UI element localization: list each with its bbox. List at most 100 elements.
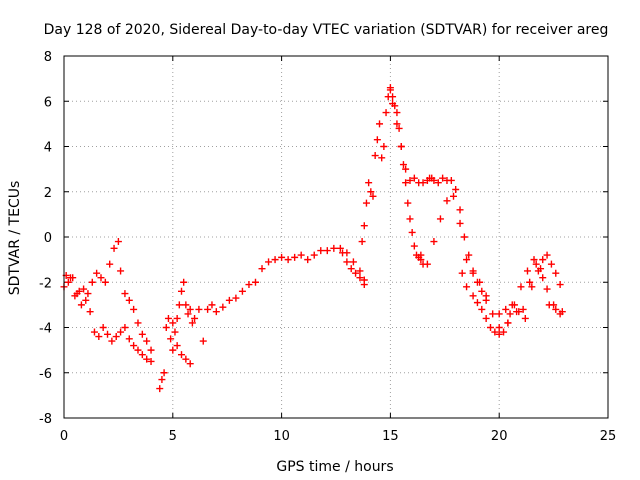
data-point (373, 136, 381, 144)
data-point (465, 251, 473, 259)
data-point (500, 328, 508, 336)
series-fall (458, 269, 512, 338)
x-tick-label: 20 (491, 429, 508, 444)
data-point (304, 256, 312, 264)
data-point (134, 319, 142, 327)
data-point (519, 305, 527, 313)
series-rise-lower (339, 249, 368, 289)
data-point (530, 256, 538, 264)
data-point (219, 303, 227, 311)
data-point (539, 274, 547, 282)
data-point (426, 174, 434, 182)
data-point (506, 310, 514, 318)
data-point (77, 301, 85, 309)
data-point (528, 283, 536, 291)
data-point (389, 100, 397, 108)
data-point (138, 330, 146, 338)
data-point (463, 256, 471, 264)
data-point (104, 330, 112, 338)
y-tick-label: 0 (44, 231, 52, 246)
data-point (84, 290, 92, 298)
data-point (97, 274, 105, 282)
data-point (489, 310, 497, 318)
data-point (106, 260, 114, 268)
data-point (125, 335, 133, 343)
data-point (169, 346, 177, 354)
data-point (173, 342, 181, 350)
data-point (173, 314, 181, 322)
data-point (182, 355, 190, 363)
data-point (251, 278, 259, 286)
data-point (88, 278, 96, 286)
series-mid-scatter (156, 278, 216, 393)
data-point (558, 308, 566, 316)
data-point (430, 238, 438, 246)
data-point (101, 278, 109, 286)
data-point (117, 328, 125, 336)
data-point (469, 269, 477, 277)
data-point (397, 143, 405, 150)
y-tick-label: 6 (44, 95, 52, 110)
data-point (208, 301, 216, 309)
data-point (408, 228, 416, 236)
data-point (450, 192, 458, 200)
data-point (417, 251, 425, 259)
data-point (452, 185, 460, 193)
data-point (430, 176, 438, 184)
data-point (504, 319, 512, 327)
data-point (188, 319, 196, 327)
data-point (317, 247, 325, 255)
data-point (160, 369, 168, 377)
data-point (495, 310, 503, 318)
data-point (552, 269, 560, 277)
data-point (278, 253, 286, 261)
grid-lines (64, 56, 608, 418)
data-point (99, 324, 107, 331)
data-point (162, 324, 170, 331)
data-point (191, 314, 199, 322)
data-point (404, 199, 412, 207)
data-point (130, 342, 138, 350)
data-point (121, 290, 129, 298)
series-shoulder-low (417, 192, 503, 331)
data-point (297, 251, 305, 259)
data-point (463, 283, 471, 291)
y-tick-label: -4 (39, 322, 52, 337)
data-point (362, 199, 370, 207)
data-point (147, 357, 155, 365)
data-point (469, 292, 477, 300)
data-point (265, 258, 273, 266)
data-point (393, 109, 401, 117)
data-point (402, 165, 410, 173)
data-point (552, 305, 560, 313)
data-point (360, 222, 368, 230)
data-point (291, 253, 299, 261)
data-point (460, 233, 468, 241)
data-point (406, 215, 414, 223)
data-point (71, 292, 79, 300)
data-point (356, 267, 364, 275)
data-point (526, 278, 534, 286)
data-point (532, 260, 540, 268)
data-point (443, 197, 451, 205)
data-point (439, 174, 447, 182)
data-point (147, 346, 155, 354)
y-axis-label: SDTVAR / TECUs (7, 181, 23, 296)
data-point (371, 152, 379, 160)
data-point (556, 281, 564, 289)
data-point (547, 260, 555, 268)
data-point (434, 179, 442, 187)
data-point (164, 314, 172, 322)
data-point (495, 324, 503, 331)
x-tick-label: 10 (273, 429, 290, 444)
data-point (182, 301, 190, 309)
data-point (476, 278, 484, 286)
data-point (523, 267, 531, 275)
x-tick-label: 15 (382, 429, 399, 444)
data-point (110, 244, 118, 252)
data-point (310, 251, 318, 259)
series-shoulder (426, 174, 490, 300)
data-point (478, 305, 486, 313)
data-point (82, 296, 90, 304)
